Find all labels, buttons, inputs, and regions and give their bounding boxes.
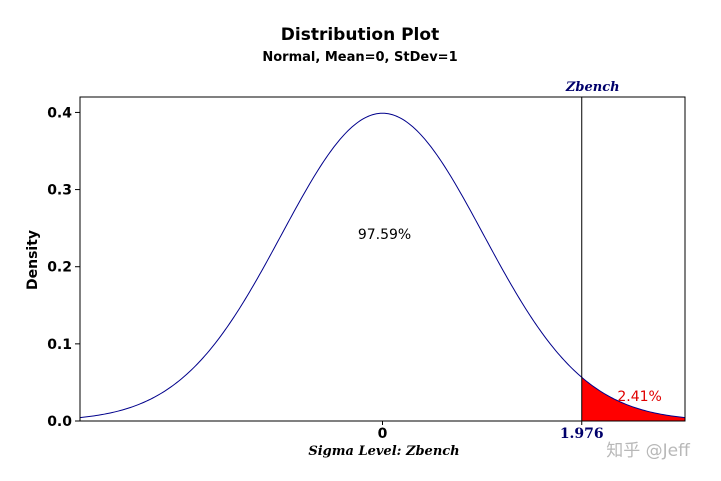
x-axis-label: Sigma Level: Zbench xyxy=(308,444,459,459)
y-tick-label: 0.2 xyxy=(47,260,72,276)
y-axis-label: Density xyxy=(25,230,41,290)
plot-area xyxy=(79,97,686,421)
plot-frame xyxy=(79,96,686,422)
y-tick-label: 0.1 xyxy=(47,337,72,353)
y-tick-label: 0.3 xyxy=(47,183,72,199)
x-tick-label: 1.976 xyxy=(560,426,604,442)
chart-title: Distribution Plot xyxy=(281,25,439,45)
watermark: 知乎 @Jeff xyxy=(606,441,691,461)
x-tick-label: 0 xyxy=(378,426,388,442)
chart-subtitle: Normal, Mean=0, StDev=1 xyxy=(262,50,457,65)
area-percent-label: 2.41% xyxy=(617,389,661,405)
y-tick-label: 0.0 xyxy=(47,414,72,430)
area-percent-label: 97.59% xyxy=(358,227,411,243)
density-curve xyxy=(79,112,686,419)
y-tick-label: 0.4 xyxy=(47,105,72,121)
reference-line-label: Zbench xyxy=(565,80,620,95)
shaded-area-1 xyxy=(581,377,685,421)
